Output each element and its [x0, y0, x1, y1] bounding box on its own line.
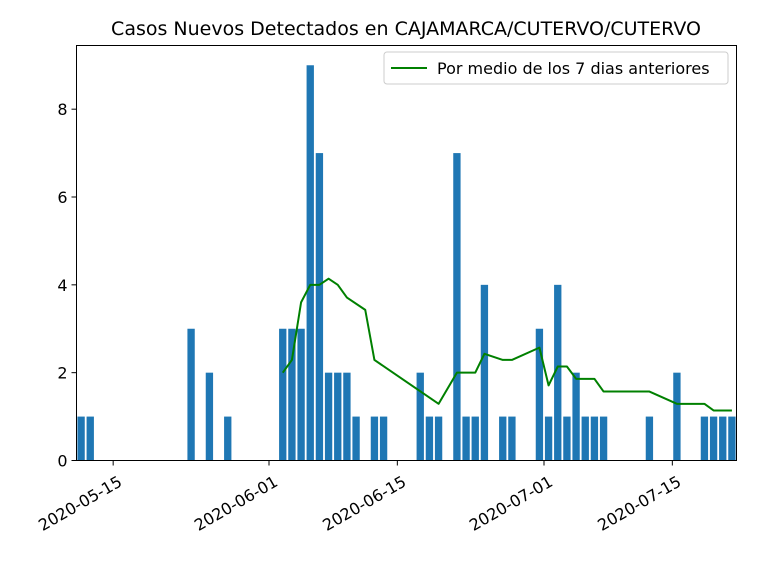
bar	[334, 372, 342, 461]
y-axis: 0 2 4 6 8	[57, 100, 77, 471]
bar	[288, 328, 296, 461]
bar	[572, 372, 580, 461]
legend-box	[383, 51, 729, 85]
bar	[462, 416, 470, 461]
bar	[728, 416, 736, 461]
legend: Por medio de los 7 dias anteriores	[383, 51, 729, 85]
plot-frame	[76, 45, 737, 461]
bar	[581, 416, 589, 461]
y-tick-label: 0	[57, 452, 67, 471]
bar	[434, 416, 443, 461]
bar	[563, 416, 571, 461]
bar	[719, 416, 727, 461]
x-tick-label: 2020-06-01	[191, 472, 281, 535]
bar	[471, 416, 479, 461]
x-axis: 2020-05-15 2020-06-01 2020-06-15 2020-07-01…	[35, 460, 684, 535]
bars-group	[77, 65, 736, 461]
bar	[508, 416, 516, 461]
line-group	[281, 277, 732, 412]
legend-label: Por medio de los 7 dias anteriores	[437, 59, 710, 78]
bar	[673, 372, 681, 461]
bar	[343, 372, 351, 461]
bar	[315, 153, 324, 461]
chart-title: Casos Nuevos Detectados en CAJAMARCA/CUT…	[111, 18, 701, 40]
bar	[306, 65, 314, 461]
bar	[86, 416, 94, 461]
bar	[370, 416, 379, 461]
y-tick-label: 4	[57, 276, 67, 295]
bar	[224, 416, 232, 461]
bar	[709, 416, 718, 461]
bar	[590, 416, 599, 461]
bar	[416, 372, 424, 461]
bar	[700, 416, 709, 461]
bar	[480, 284, 489, 461]
bar	[77, 416, 85, 461]
bar	[599, 416, 608, 461]
bar	[297, 328, 305, 461]
bar	[425, 416, 434, 461]
x-tick-label: 2020-05-15	[35, 472, 125, 535]
moving-average-line	[281, 277, 732, 412]
bar	[554, 284, 562, 461]
bar	[379, 416, 388, 461]
y-tick-label: 6	[57, 188, 67, 207]
y-tick-label: 2	[57, 364, 67, 383]
bar	[324, 372, 333, 461]
bar	[645, 416, 654, 461]
bar	[205, 372, 214, 461]
x-tick-label: 2020-06-15	[319, 472, 409, 535]
bar	[499, 416, 507, 461]
y-tick-label: 8	[57, 100, 67, 119]
bar	[279, 328, 287, 461]
bar	[535, 328, 544, 461]
bar	[187, 328, 195, 461]
bar	[453, 153, 461, 461]
bar	[544, 416, 553, 461]
x-tick-label: 2020-07-15	[594, 472, 684, 535]
bar	[352, 416, 360, 461]
x-tick-label: 2020-07-01	[466, 472, 556, 535]
